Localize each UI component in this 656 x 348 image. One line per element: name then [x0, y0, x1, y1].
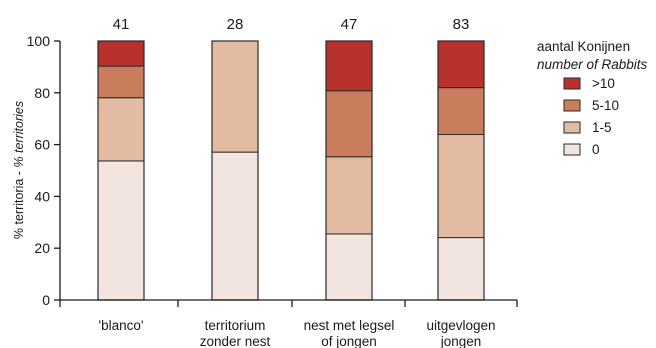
y-tick-label: 0 [42, 292, 50, 308]
bar-segment-0-cat-3 [437, 237, 485, 301]
legend-swatch [563, 121, 581, 134]
legend-label: 0 [592, 142, 600, 157]
legend-swatch [563, 99, 581, 112]
bar-count-label: 83 [453, 16, 470, 33]
x-tick-label: zonder nest [200, 334, 271, 348]
legend-label: 1-5 [592, 120, 612, 135]
bar-count-label: 41 [113, 16, 130, 33]
bar-segment-1x5-cat-1 [211, 40, 259, 153]
bar-segment-1x5-cat-3 [437, 133, 485, 239]
y-tick-label: 40 [34, 188, 50, 204]
x-tick-label: uitgevlogen [426, 318, 495, 333]
bar-segment-0-cat-0 [97, 160, 145, 301]
x-tick-label: territorium [205, 318, 266, 333]
y-axis-label: % territoria - % territories [12, 101, 26, 239]
legend: aantal Konijnen number of Rabbits >10 5-1… [537, 39, 648, 157]
y-axis-label-italic: % territories [12, 101, 26, 168]
legend-label: 5-10 [592, 98, 619, 113]
y-tick-label: 80 [34, 85, 50, 101]
bar-count-label: 47 [341, 16, 358, 33]
x-tick-label: nest met legsel [304, 318, 395, 333]
plot-area: 41 28 47 83 [97, 16, 485, 301]
x-tick-label: 'blanco' [99, 318, 144, 333]
bar-segment-x10-cat-0 [97, 40, 145, 67]
legend-label: >10 [592, 76, 615, 91]
bar-segment-1x5-cat-2 [325, 156, 373, 235]
legend-title: aantal Konijnen [537, 39, 630, 54]
bar-segment-1x5-cat-0 [97, 97, 145, 162]
bar-count-label: 28 [227, 16, 244, 33]
bar-segment-x10-cat-2 [325, 40, 373, 92]
x-tick-label: jongen [440, 334, 482, 348]
bar-segment-0-cat-2 [325, 233, 373, 301]
y-tick-label: 100 [27, 33, 51, 49]
bar-segment-5x10-cat-2 [325, 90, 373, 158]
y-axis: 0 20 40 60 80 100 [27, 33, 61, 308]
x-tick-label: of jongen [321, 334, 377, 348]
bar-segment-x10-cat-3 [437, 40, 485, 89]
y-tick-label: 60 [34, 137, 50, 153]
bar-segment-5x10-cat-0 [97, 65, 145, 99]
legend-swatch [563, 77, 581, 90]
bar-segment-5x10-cat-3 [437, 87, 485, 135]
legend-swatch [563, 143, 581, 156]
y-axis-label-main: % territoria - [12, 168, 26, 240]
bar-segment-0-cat-1 [211, 151, 259, 301]
legend-subtitle: number of Rabbits [537, 57, 648, 72]
y-tick-label: 20 [34, 240, 50, 256]
